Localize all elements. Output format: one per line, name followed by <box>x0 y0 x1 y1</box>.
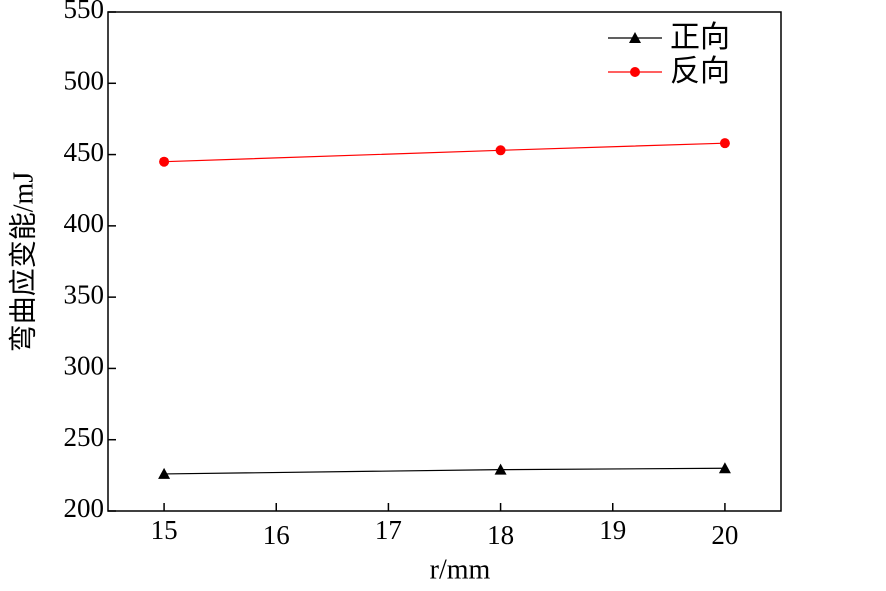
marker <box>158 467 171 479</box>
x-tick-label: 20 <box>711 520 738 550</box>
legend-label: 反向 <box>670 55 730 88</box>
marker <box>494 463 507 475</box>
marker <box>495 145 506 156</box>
y-axis-label: 弯曲应变能/mJ <box>7 172 39 353</box>
marker <box>719 138 730 149</box>
y-tick-label: 350 <box>64 279 105 309</box>
legend-marker <box>629 32 641 43</box>
x-tick-label: 17 <box>375 515 402 545</box>
series-line <box>164 142 725 163</box>
series-line <box>164 467 725 475</box>
plot-frame <box>107 11 782 512</box>
marker <box>159 156 170 167</box>
legend-label: 正向 <box>670 21 730 54</box>
y-tick-label: 250 <box>64 422 105 452</box>
y-tick-label: 300 <box>64 351 105 381</box>
y-tick-label: 550 <box>64 0 105 24</box>
x-tick-label: 16 <box>263 520 290 550</box>
x-tick-label: 18 <box>487 520 514 550</box>
x-tick-label: 15 <box>151 515 178 545</box>
x-axis-label: r/mm <box>430 554 491 585</box>
x-tick-label: 19 <box>599 515 626 545</box>
y-tick-label: 200 <box>64 493 105 523</box>
y-tick-label: 450 <box>64 137 105 167</box>
marker <box>718 462 731 474</box>
y-tick-label: 400 <box>64 208 105 238</box>
y-tick-label: 500 <box>64 65 105 95</box>
legend-marker <box>630 67 640 77</box>
